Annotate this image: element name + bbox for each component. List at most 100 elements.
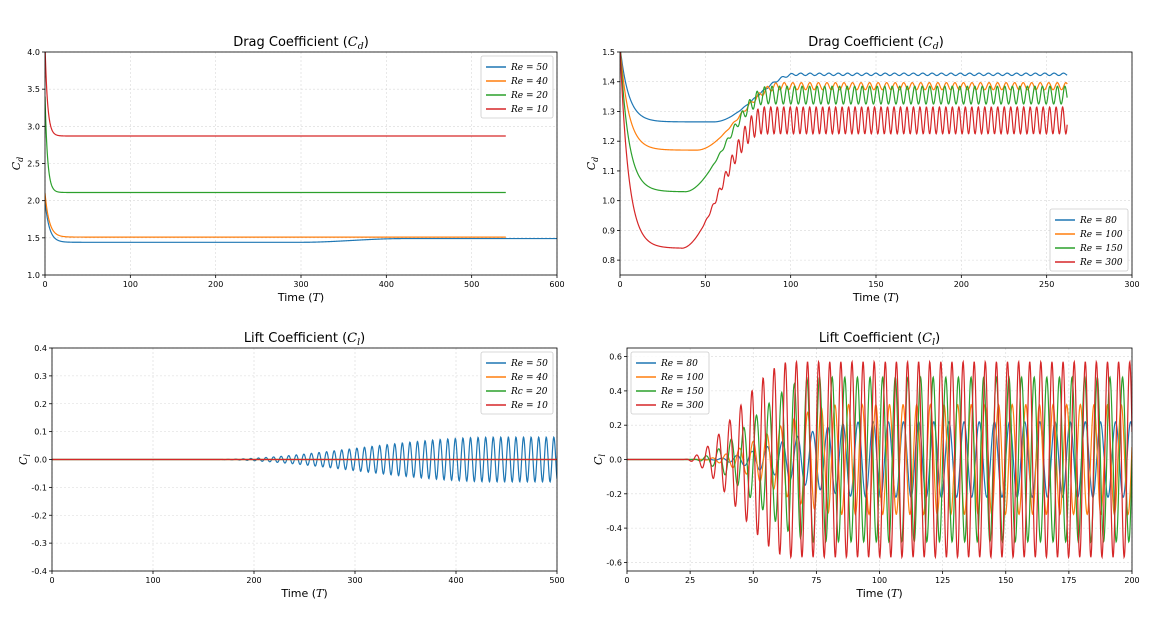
legend-label: Re = 300 — [660, 401, 704, 411]
x-tick-label: 50 — [700, 280, 710, 289]
x-tick-label: 0 — [624, 576, 629, 585]
legend-box — [1049, 208, 1129, 272]
legend-label: Re = 50 — [510, 63, 548, 73]
legend-label: Re = 50 — [510, 359, 548, 369]
legend: Re = 80 Re = 100 Re = 150 Re = 300 — [630, 351, 710, 415]
legend-box — [480, 351, 554, 415]
legend-label: Rc = 20 — [510, 387, 548, 397]
y-axis-label: Cd — [585, 157, 600, 170]
x-axis-label: Time (T) — [852, 291, 899, 304]
x-tick-label: 0 — [42, 280, 47, 289]
x-tick-label: 500 — [549, 576, 564, 585]
x-tick-label: 200 — [246, 576, 261, 585]
y-tick-label: 3.5 — [27, 85, 40, 94]
x-tick-label: 125 — [935, 576, 950, 585]
x-tick-label: 175 — [1061, 576, 1076, 585]
legend-label: Re = 100 — [660, 373, 704, 383]
y-tick-label: 0.2 — [34, 400, 47, 409]
x-tick-label: 50 — [748, 576, 758, 585]
y-axis-label: Cl — [592, 454, 607, 465]
series-line-re-80 — [620, 52, 1068, 123]
legend-label: Re = 10 — [510, 105, 548, 115]
legend-label: Re = 300 — [1079, 258, 1123, 268]
x-tick-label: 600 — [549, 280, 564, 289]
x-tick-label: 100 — [145, 576, 160, 585]
x-tick-label: 75 — [811, 576, 821, 585]
y-tick-label: -0.4 — [606, 524, 622, 533]
y-tick-label: 0.1 — [34, 428, 47, 437]
y-tick-label: 0.8 — [602, 256, 615, 265]
y-tick-label: 2.5 — [27, 160, 40, 169]
series-line-re-10 — [45, 52, 506, 137]
x-tick-label: 400 — [448, 576, 463, 585]
series-line-re-50 — [45, 200, 557, 243]
y-tick-label: 1.5 — [27, 234, 40, 243]
series-line-re-100 — [620, 52, 1068, 151]
series-line-re-20 — [45, 96, 506, 194]
y-tick-label: 1.4 — [602, 78, 615, 87]
x-tick-label: 100 — [872, 576, 887, 585]
x-tick-label: 300 — [1124, 280, 1139, 289]
y-tick-label: 1.3 — [602, 107, 615, 116]
chart-lift-left: 0 100 200 300 400 500 -0.4 -0.3 -0.2 -0.1 0.0 0.1 0.… — [17, 331, 565, 600]
legend: Re = 50 Re = 40 Rc = 20 Re = 10 — [480, 351, 554, 415]
x-tick-label: 100 — [783, 280, 798, 289]
x-axis-label: Time (T) — [855, 587, 902, 600]
legend-label: Re = 150 — [660, 387, 704, 397]
y-tick-label: -0.2 — [31, 511, 47, 520]
series-line-re-40 — [45, 193, 506, 238]
series-line-re-300 — [620, 52, 1068, 249]
y-tick-label: 1.5 — [602, 48, 615, 57]
x-axis-label: Time (T) — [280, 587, 327, 600]
chart-drag-right: 0 50 100 150 200 250 300 0.8 0.9 1.0 1.1 1.2 1.3 1.4 1… — [585, 35, 1140, 304]
y-tick-label: 0.0 — [34, 456, 47, 465]
y-tick-label: -0.4 — [31, 567, 47, 576]
legend-label: Re = 10 — [510, 401, 548, 411]
y-tick-label: 1.2 — [602, 137, 615, 146]
x-tick-label: 25 — [685, 576, 695, 585]
y-tick-label: 0.4 — [609, 387, 622, 396]
y-tick-label: -0.2 — [606, 490, 622, 499]
chart-title: Drag Coefficient (Cd) — [233, 35, 369, 52]
legend-label: Re = 80 — [660, 359, 698, 369]
legend-box — [480, 55, 554, 119]
legend-label: Re = 150 — [1079, 244, 1123, 254]
x-tick-label: 250 — [1039, 280, 1054, 289]
legend: Re = 80 Re = 100 Re = 150 Re = 300 — [1049, 208, 1129, 272]
y-tick-label: 3.0 — [27, 122, 40, 131]
x-tick-label: 100 — [123, 280, 138, 289]
y-tick-label: 0.2 — [609, 421, 622, 430]
chart-title: Drag Coefficient (Cd) — [808, 35, 944, 52]
y-tick-label: 0.3 — [34, 372, 47, 381]
chart-lift-right: 0 25 50 75 100 125 150 175 200 -0.6 -0.4 -0.2 0.0 0.2… — [592, 331, 1140, 600]
x-tick-label: 0 — [617, 280, 622, 289]
legend-label: Re = 40 — [510, 373, 548, 383]
legend-label: Re = 40 — [510, 77, 548, 87]
y-axis-label: Cd — [10, 157, 25, 170]
y-tick-label: -0.3 — [31, 539, 47, 548]
legend-label: Re = 20 — [510, 91, 548, 101]
x-tick-label: 500 — [464, 280, 479, 289]
series-line-re-300 — [627, 359, 1132, 560]
legend: Re = 50 Re = 40 Re = 20 Re = 10 — [480, 55, 554, 119]
y-tick-label: 0.4 — [34, 344, 47, 353]
y-tick-label: 1.0 — [27, 271, 40, 280]
y-tick-label: -0.1 — [31, 483, 47, 492]
x-tick-label: 200 — [208, 280, 223, 289]
legend-label: Re = 80 — [1079, 216, 1117, 226]
series-line-re-150 — [620, 52, 1068, 193]
x-tick-label: 200 — [954, 280, 969, 289]
x-axis-label: Time (T) — [277, 291, 324, 304]
x-tick-label: 300 — [347, 576, 362, 585]
y-tick-label: -0.6 — [606, 558, 622, 567]
legend-label: Re = 100 — [1079, 230, 1123, 240]
y-tick-label: 4.0 — [27, 48, 40, 57]
x-tick-label: 300 — [293, 280, 308, 289]
x-tick-label: 400 — [379, 280, 394, 289]
x-tick-label: 150 — [998, 576, 1013, 585]
x-tick-label: 0 — [49, 576, 54, 585]
chart-title: Lift Coefficient (Cl) — [244, 331, 365, 348]
legend-box — [630, 351, 710, 415]
y-tick-label: 0.9 — [602, 226, 615, 235]
